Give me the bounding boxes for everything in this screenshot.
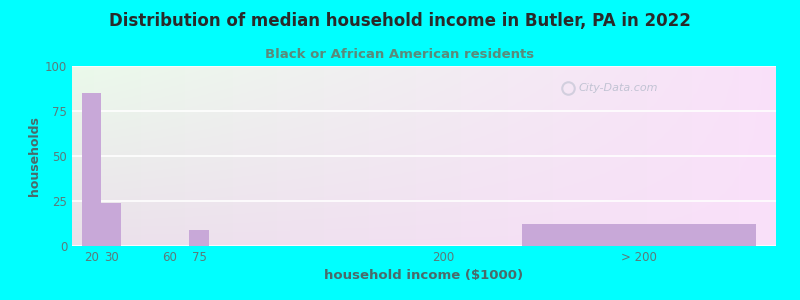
Text: City-Data.com: City-Data.com xyxy=(579,82,658,93)
Text: Distribution of median household income in Butler, PA in 2022: Distribution of median household income … xyxy=(109,12,691,30)
Bar xyxy=(82,93,102,246)
X-axis label: household income ($1000): household income ($1000) xyxy=(325,269,523,282)
Bar xyxy=(102,203,121,246)
Y-axis label: households: households xyxy=(28,116,41,196)
Text: Black or African American residents: Black or African American residents xyxy=(266,47,534,61)
Bar xyxy=(190,230,209,246)
Bar xyxy=(522,224,757,246)
